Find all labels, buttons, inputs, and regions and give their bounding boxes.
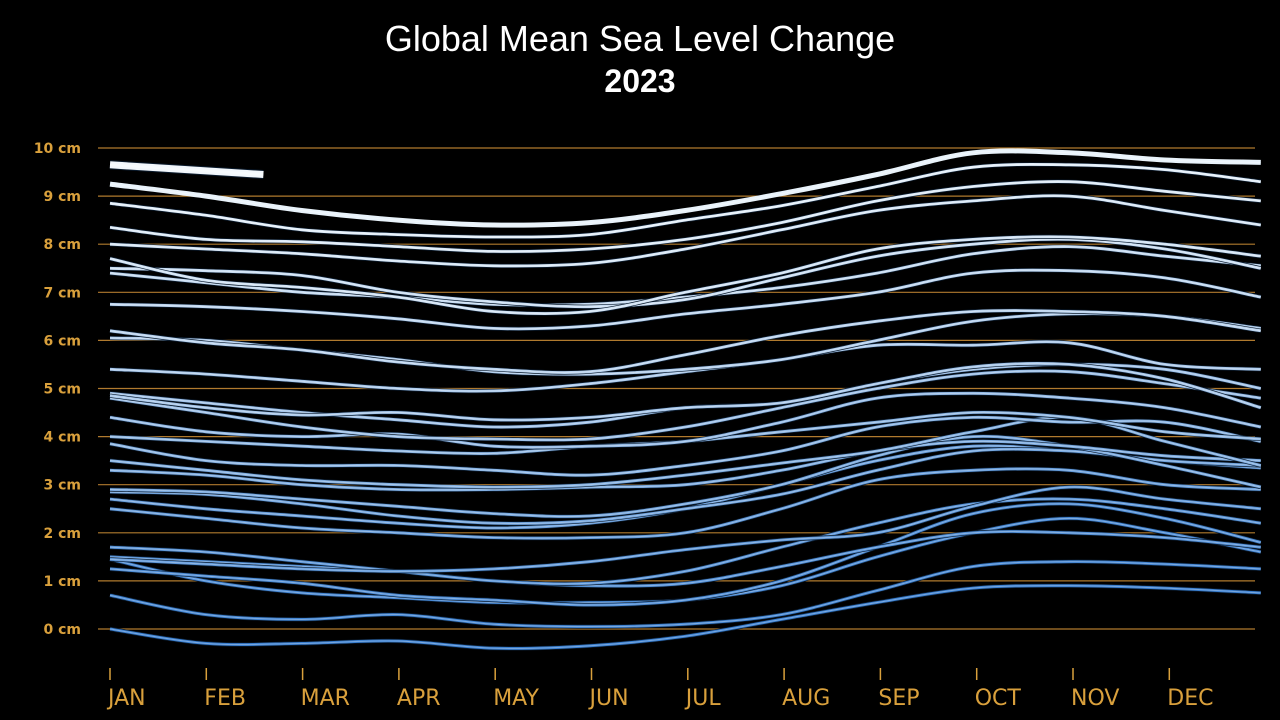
y-tick-label: 8 cm — [43, 237, 81, 253]
x-tick-label: APR — [397, 686, 441, 711]
x-tick-label: OCT — [975, 686, 1022, 711]
y-tick-label: 1 cm — [43, 574, 81, 590]
y-tick-label: 4 cm — [43, 430, 81, 446]
x-tick-label: MAY — [493, 686, 539, 711]
series-line-year-23 — [109, 268, 1262, 331]
series-line-year-05 — [109, 530, 1261, 588]
series-line-year-25 — [109, 237, 1262, 309]
series-line-highlight — [109, 486, 1261, 572]
x-axis-ticks: JAN FEB MAR APR MAY JUN JUL AUG SEP OCT NOV DEC — [106, 668, 1214, 711]
y-tick-label: 5 cm — [43, 382, 81, 398]
series-line-year-20 — [109, 340, 1261, 393]
series-lines — [109, 148, 1262, 651]
series-line-year-26 — [109, 235, 1261, 315]
series-line-outline — [109, 583, 1261, 651]
series-line-year-28 — [109, 180, 1261, 253]
series-line-year-12 — [109, 439, 1261, 492]
series-line-year-07 — [109, 485, 1261, 573]
series-line-highlight — [109, 498, 1261, 585]
series-line-highlight — [109, 181, 1261, 252]
series-line-highlight — [109, 195, 1261, 267]
x-tick-label: MAR — [301, 686, 350, 711]
series-line-highlight — [109, 310, 1261, 373]
series-line-year-27 — [109, 194, 1262, 268]
series-line-year-29 — [109, 163, 1261, 239]
series-line-highlight — [109, 163, 264, 176]
chart-title: Global Mean Sea Level Change — [384, 18, 896, 59]
x-tick-label: JUN — [588, 686, 629, 711]
series-line-highlight — [109, 440, 1261, 491]
series-line-year-01 — [109, 584, 1261, 650]
series-line-year-17 — [109, 369, 1262, 442]
y-tick-label: 3 cm — [43, 478, 81, 494]
series-line-highlight — [109, 448, 1261, 524]
series-line-highlight — [109, 236, 1261, 315]
series-line-year-30 — [109, 148, 1261, 228]
x-tick-label: SEP — [878, 686, 919, 711]
series-line-outline — [109, 148, 1261, 228]
x-tick-label: AUG — [782, 686, 830, 711]
x-tick-label: FEB — [204, 686, 246, 711]
y-tick-label: 7 cm — [43, 285, 81, 301]
series-line-year-22 — [109, 309, 1262, 374]
series-line-highlight — [109, 416, 1261, 476]
series-line-year-02 — [109, 560, 1261, 629]
series-line-highlight — [109, 269, 1261, 330]
series-line-highlight — [109, 585, 1261, 649]
y-tick-label: 2 cm — [43, 526, 81, 542]
x-tick-label: JAN — [106, 686, 146, 711]
series-line-highlight — [109, 362, 1261, 421]
x-tick-label: JUL — [684, 686, 722, 711]
series-line-highlight — [109, 531, 1261, 587]
y-axis-ticks: 0 cm 1 cm 2 cm 3 cm 4 cm 5 cm 6 cm 7 cm 8 cm 9 cm… — [34, 141, 81, 638]
series-line-year-08 — [109, 467, 1261, 540]
series-line-year-04 — [109, 502, 1262, 607]
series-line-year-06 — [109, 497, 1262, 586]
series-line-year-14 — [109, 415, 1262, 477]
series-line-highlight — [109, 370, 1261, 441]
series-line-year-24 — [109, 245, 1261, 307]
series-line-highlight — [109, 341, 1261, 392]
x-tick-label: NOV — [1071, 686, 1119, 711]
y-tick-label: 6 cm — [43, 333, 81, 349]
series-line-highlight — [109, 238, 1261, 308]
series-line-year-16 — [109, 391, 1262, 449]
y-tick-label: 9 cm — [43, 189, 81, 205]
y-tick-label: 0 cm — [43, 622, 81, 638]
series-line-highlight — [109, 503, 1261, 606]
series-line-highlight — [109, 392, 1261, 448]
y-tick-label: 10 cm — [34, 141, 81, 157]
chart-subtitle: 2023 — [604, 63, 676, 99]
series-line-year-19 — [109, 362, 1262, 422]
series-line-highlight — [109, 246, 1261, 306]
series-line-highlight — [109, 163, 1261, 238]
series-line-highlight — [109, 468, 1261, 539]
x-tick-label: DEC — [1167, 686, 1213, 711]
series-line-highlight — [109, 150, 1261, 226]
series-line-highlight — [109, 561, 1261, 628]
series-line-year-10 — [109, 447, 1261, 525]
series-line-current-year — [109, 161, 264, 178]
